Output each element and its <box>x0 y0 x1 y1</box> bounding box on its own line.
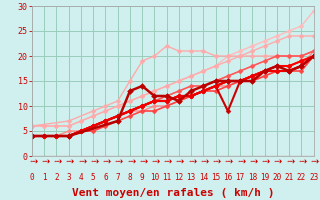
Text: 7: 7 <box>116 173 120 182</box>
Text: 22: 22 <box>297 173 306 182</box>
Text: 4: 4 <box>79 173 83 182</box>
Text: 17: 17 <box>236 173 245 182</box>
Text: 3: 3 <box>67 173 71 182</box>
Text: 1: 1 <box>42 173 46 182</box>
Text: 15: 15 <box>211 173 220 182</box>
Text: 14: 14 <box>199 173 208 182</box>
Text: 18: 18 <box>248 173 257 182</box>
Text: 23: 23 <box>309 173 318 182</box>
Text: 16: 16 <box>223 173 233 182</box>
Text: 13: 13 <box>187 173 196 182</box>
X-axis label: Vent moyen/en rafales ( km/h ): Vent moyen/en rafales ( km/h ) <box>72 188 274 198</box>
Text: 12: 12 <box>174 173 184 182</box>
Text: 21: 21 <box>284 173 294 182</box>
Text: 20: 20 <box>272 173 282 182</box>
Text: 8: 8 <box>128 173 132 182</box>
Text: 0: 0 <box>30 173 34 182</box>
Text: 2: 2 <box>54 173 59 182</box>
Text: 5: 5 <box>91 173 96 182</box>
Text: 19: 19 <box>260 173 269 182</box>
Text: 6: 6 <box>103 173 108 182</box>
Text: 10: 10 <box>150 173 159 182</box>
Text: 9: 9 <box>140 173 145 182</box>
Text: 11: 11 <box>162 173 171 182</box>
